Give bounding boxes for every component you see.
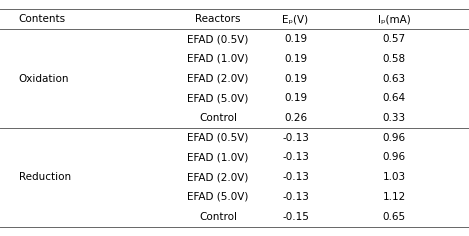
Text: 0.26: 0.26 [284, 113, 307, 123]
Text: 0.19: 0.19 [284, 93, 307, 103]
Text: 0.19: 0.19 [284, 54, 307, 64]
Text: EFAD (0.5V): EFAD (0.5V) [188, 133, 249, 143]
Text: 0.63: 0.63 [382, 74, 406, 84]
Text: 0.19: 0.19 [284, 74, 307, 84]
Text: Eₚ(V): Eₚ(V) [282, 14, 309, 24]
Text: EFAD (1.0V): EFAD (1.0V) [188, 152, 249, 162]
Text: -0.13: -0.13 [282, 192, 309, 202]
Text: Iₚ(mA): Iₚ(mA) [378, 14, 410, 24]
Text: 0.33: 0.33 [382, 113, 406, 123]
Text: 1.03: 1.03 [382, 172, 406, 182]
Text: 0.58: 0.58 [382, 54, 406, 64]
Text: EFAD (0.5V): EFAD (0.5V) [188, 34, 249, 44]
Text: Contents: Contents [19, 14, 66, 24]
Text: Control: Control [199, 212, 237, 222]
Text: Control: Control [199, 113, 237, 123]
Text: 0.65: 0.65 [382, 212, 406, 222]
Text: EFAD (5.0V): EFAD (5.0V) [188, 192, 249, 202]
Text: -0.13: -0.13 [282, 133, 309, 143]
Text: -0.13: -0.13 [282, 152, 309, 162]
Text: 0.64: 0.64 [382, 93, 406, 103]
Text: EFAD (2.0V): EFAD (2.0V) [188, 74, 249, 84]
Text: 0.57: 0.57 [382, 34, 406, 44]
Text: Reduction: Reduction [19, 172, 71, 182]
Text: Reactors: Reactors [195, 14, 241, 24]
Text: Oxidation: Oxidation [19, 74, 69, 84]
Text: 0.96: 0.96 [382, 133, 406, 143]
Text: EFAD (1.0V): EFAD (1.0V) [188, 54, 249, 64]
Text: 0.96: 0.96 [382, 152, 406, 162]
Text: 0.19: 0.19 [284, 34, 307, 44]
Text: -0.13: -0.13 [282, 172, 309, 182]
Text: EFAD (5.0V): EFAD (5.0V) [188, 93, 249, 103]
Text: EFAD (2.0V): EFAD (2.0V) [188, 172, 249, 182]
Text: 1.12: 1.12 [382, 192, 406, 202]
Text: -0.15: -0.15 [282, 212, 309, 222]
